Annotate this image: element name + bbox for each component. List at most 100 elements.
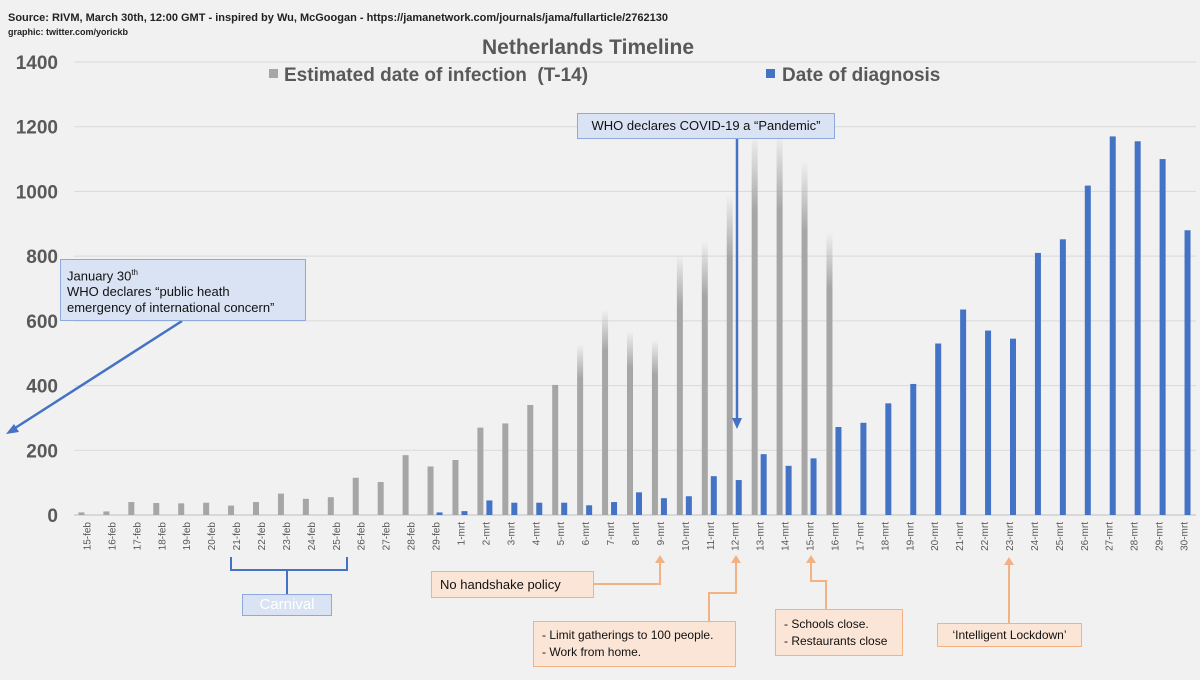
bar-infection-10-mrt [676,254,683,515]
bar-diagnosis-7-mrt [611,502,618,515]
january-text-line: emergency of international concern” [67,300,275,316]
bar-infection-22-feb [253,502,259,515]
bar-diagnosis-9-mrt [660,498,667,515]
x-tick-label: 6-mrt [581,522,592,546]
bar-diagnosis-10-mrt [685,496,692,515]
january-date-suffix: th [131,268,138,277]
x-tick-label: 25-mrt [1055,522,1066,551]
legend: Estimated date of infection (T-14) Date … [269,65,940,86]
legend-swatch-infection [269,69,278,78]
y-tick-label: 1000 [16,182,58,203]
bar-infection-26-feb [352,477,359,515]
bar-infection-19-feb [178,503,185,515]
x-tick-label: 20-feb [207,522,218,551]
gatherings-arrowhead [731,555,741,563]
x-tick-label: 26-mrt [1080,522,1091,551]
carnival-bracket [230,557,348,594]
bar-diagnosis-5-mrt [561,502,568,515]
bar-infection-2-mrt [477,427,484,515]
x-tick-label: 2-mrt [481,522,492,546]
pandemic-arrowhead [732,418,742,429]
bar-infection-18-feb [153,503,160,515]
bar-diagnosis-20-mrt [935,343,942,515]
bar-infection-28-feb [402,455,409,515]
bar-diagnosis-4-mrt [536,502,543,515]
bar-diagnosis-8-mrt [636,492,642,515]
lockdown-annotation: ‘Intelligent Lockdown’ [937,623,1082,647]
january-arrowhead [6,424,19,434]
x-tick-label: 28-feb [407,522,418,551]
source-note: Source: RIVM, March 30th, 12:00 GMT - in… [8,12,668,24]
bar-infection-17-feb [128,502,135,515]
bar-diagnosis-22-mrt [985,330,992,515]
x-tick-label: 7-mrt [606,522,617,546]
bar-diagnosis-14-mrt [785,465,792,515]
x-tick-label: 25-feb [332,522,343,551]
x-tick-label: 3-mrt [506,522,517,546]
x-tick-label: 5-mrt [556,522,567,546]
bar-diagnosis-24-mrt [1034,252,1041,515]
bar-infection-27-feb [377,481,384,515]
bar-infection-20-feb [203,502,210,515]
legend-label-infection: Estimated date of infection (T-14) [284,65,588,86]
bar-diagnosis-19-mrt [910,383,917,515]
handshake-connector [594,561,661,585]
bar-infection-1-mrt [452,459,459,515]
x-tick-label: 29-feb [432,522,443,551]
bar-infection-7-mrt [602,309,609,515]
handshake-text: No handshake policy [440,577,561,592]
y-tick-label: 0 [47,506,58,527]
bar-diagnosis-26-mrt [1084,185,1091,515]
bar-diagnosis-15-mrt [810,458,817,515]
carnival-label-box: Carnival [242,594,332,616]
bar-diagnosis-28-mrt [1134,141,1141,515]
bar-infection-25-feb [327,497,334,515]
x-tick-label: 27-mrt [1105,522,1116,551]
y-tick-label: 600 [26,312,58,333]
x-tick-label: 30-mrt [1180,522,1191,551]
bar-infection-24-feb [302,498,309,515]
bar-infection-4-mrt [527,404,534,515]
x-tick-label: 24-mrt [1030,522,1041,551]
bar-infection-13-mrt [751,134,758,515]
bar-infection-16-mrt [826,231,833,515]
schools-annotation: - Schools close. - Restaurants close [775,609,903,656]
y-tick-label: 400 [26,377,58,398]
bar-infection-11-mrt [701,240,708,515]
x-tick-label: 26-feb [357,522,368,551]
y-tick-label: 1200 [16,118,58,139]
chart-title: Netherlands Timeline [482,36,694,59]
bar-diagnosis-23-mrt [1010,338,1016,515]
lockdown-arrowhead [1004,557,1014,565]
x-tick-label: 16-feb [107,522,118,551]
bar-diagnosis-11-mrt [710,476,717,515]
bar-diagnosis-2-mrt [486,500,493,515]
bar-diagnosis-27-mrt [1109,136,1116,515]
x-tick-label: 9-mrt [656,522,667,546]
gatherings-annotation: - Limit gatherings to 100 people. - Work… [533,621,736,667]
schools-connector [810,561,827,609]
x-tick-label: 18-feb [157,522,168,551]
x-tick-label: 22-mrt [980,522,991,551]
x-tick-label: 15-mrt [806,522,817,551]
x-tick-label: 16-mrt [830,522,841,551]
bar-diagnosis-29-feb [436,512,443,515]
bar-diagnosis-18-mrt [885,403,892,515]
schools-arrowhead [806,555,816,563]
bar-infection-8-mrt [627,331,633,515]
x-tick-label: 24-feb [307,522,318,551]
handshake-annotation: No handshake policy [431,571,594,598]
carnival-label: Carnival [259,596,315,613]
bar-infection-12-mrt [726,194,733,515]
x-tick-label: 8-mrt [631,522,642,546]
gatherings-connector [708,561,737,621]
handshake-arrowhead [655,555,665,563]
x-tick-label: 12-mrt [731,522,742,551]
x-tick-label: 4-mrt [531,522,542,546]
bar-diagnosis-13-mrt [760,454,767,515]
x-tick-label: 22-feb [257,522,268,551]
bar-diagnosis-1-mrt [461,511,468,515]
bar-infection-9-mrt [651,339,658,515]
schools-line: - Restaurants close [784,634,888,648]
x-tick-label: 18-mrt [880,522,891,551]
